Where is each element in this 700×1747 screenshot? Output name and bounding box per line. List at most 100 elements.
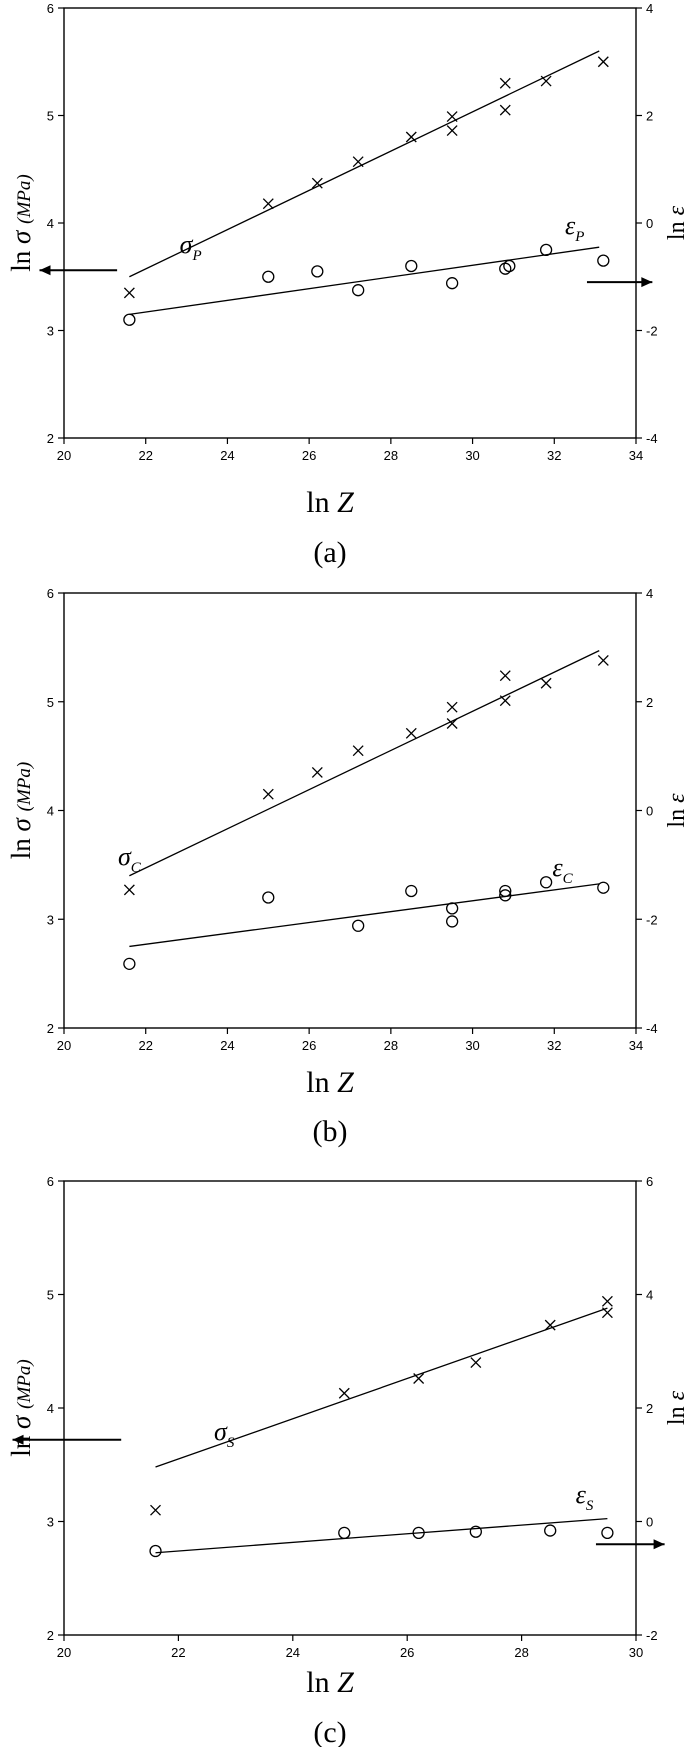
data-point-x-marker: [413, 1373, 425, 1384]
x-tick-label: 20: [57, 1038, 71, 1053]
x-tick-label: 22: [138, 448, 152, 463]
y-right-label-fn: ln: [664, 803, 690, 828]
x-axis-label-fn: ln: [306, 1066, 337, 1099]
y-left-tick-label: 4: [47, 1401, 54, 1416]
data-point-x-marker: [597, 56, 609, 68]
data-point-x-marker: [540, 677, 552, 689]
y-left-tick-label: 5: [47, 1288, 54, 1303]
y-right-label-var: ε: [664, 1390, 690, 1400]
y-right-label-fn: ln: [664, 215, 690, 240]
data-point-circle-marker: [405, 259, 418, 273]
y-left-label-unit: (MPa): [14, 1359, 35, 1409]
data-point-circle-marker: [597, 881, 610, 894]
x-tick-label: 20: [57, 1645, 71, 1660]
data-point-x-marker: [446, 111, 458, 123]
data-point-x-marker: [446, 718, 458, 729]
fit-line: [129, 50, 600, 278]
data-point-circle-marker: [123, 957, 136, 970]
sigma-series-label: σS: [214, 1417, 235, 1451]
y-left-tick-label: 4: [47, 216, 54, 231]
y-left-axis-label: ln σ (MPa): [6, 174, 36, 271]
data-point-x-marker: [499, 670, 511, 682]
data-point-x-marker: [150, 1504, 161, 1516]
series-label-symbol: ε: [552, 853, 563, 882]
y-left-tick-label: 3: [47, 1515, 54, 1530]
data-point-circle-marker: [149, 1544, 162, 1558]
data-point-circle-marker: [338, 1526, 351, 1539]
data-point-circle-marker: [601, 1526, 614, 1539]
y-left-tick-label: 2: [47, 431, 54, 446]
series-strain: [123, 243, 610, 326]
sigma-series-label: σP: [180, 230, 202, 264]
x-tick-label: 34: [629, 448, 643, 463]
y-right-tick-label: -2: [646, 1628, 658, 1643]
marker-stroke: [413, 1373, 425, 1384]
x-tick-label: 26: [400, 1645, 414, 1660]
marker-stroke: [338, 1387, 350, 1399]
y-right-axis-label: ln ε: [664, 205, 690, 240]
series-strain: [149, 1518, 614, 1558]
y-right-tick-label: -2: [646, 324, 658, 339]
marker-stroke: [446, 125, 458, 137]
y-right-tick-label: 6: [646, 1174, 653, 1189]
y-left-label-unit: (MPa): [14, 762, 35, 812]
data-point-circle-marker: [445, 902, 459, 915]
marker-stroke: [311, 766, 323, 778]
x-tick-label: 28: [384, 448, 398, 463]
y-left-label-fn: ln: [6, 831, 36, 859]
marker-stroke: [540, 677, 552, 689]
panel-label: (a): [313, 536, 346, 569]
y-right-tick-label: 4: [646, 1288, 653, 1303]
plot-frame: [63, 592, 637, 1029]
series-stress: [123, 650, 609, 896]
data-point-x-marker: [544, 1319, 556, 1331]
marker-stroke: [262, 198, 274, 210]
x-axis-label-fn: ln: [306, 486, 337, 519]
series-label-subscript: C: [131, 860, 142, 876]
data-point-circle-marker: [445, 277, 459, 290]
x-tick-label: 24: [220, 1038, 234, 1053]
marker-stroke: [601, 1295, 613, 1307]
data-point-x-marker: [352, 156, 364, 168]
y-right-tick-label: -4: [646, 1021, 658, 1036]
data-point-circle-marker: [123, 313, 136, 326]
x-axis-label: ln Z: [306, 1666, 354, 1699]
axis-arrowhead: [641, 277, 653, 288]
data-point-circle-marker: [499, 889, 512, 902]
data-point-circle-marker: [262, 891, 275, 904]
y-left-tick-label: 4: [47, 804, 54, 819]
x-tick-label: 22: [138, 1038, 152, 1053]
y-left-label-var: σ: [6, 1409, 36, 1429]
y-right-axis-label: ln ε: [664, 793, 690, 828]
fit-line: [155, 1307, 608, 1468]
series-stress: [123, 50, 609, 299]
data-point-x-marker: [540, 75, 552, 87]
y-right-tick-label: 2: [646, 1401, 653, 1416]
axis-arrowhead: [39, 265, 51, 276]
data-point-x-marker: [311, 766, 323, 778]
plot-frame: [63, 1180, 637, 1636]
marker-stroke: [499, 670, 511, 682]
data-point-circle-marker: [445, 915, 459, 928]
y-right-tick-label: 2: [646, 109, 653, 124]
panel-label: (b): [313, 1115, 348, 1148]
data-point-x-marker: [499, 695, 511, 707]
data-point-x-marker: [446, 701, 458, 713]
data-point-circle-marker: [412, 1526, 425, 1539]
x-tick-label: 30: [629, 1645, 643, 1660]
y-left-tick-label: 5: [47, 695, 54, 710]
data-point-x-marker: [311, 177, 323, 189]
y-left-tick-label: 3: [47, 324, 54, 339]
series-label-subscript: S: [227, 1435, 235, 1451]
marker-stroke: [544, 1319, 556, 1331]
series-strain: [123, 876, 610, 970]
y-right-tick-label: 2: [646, 695, 653, 710]
x-tick-label: 34: [629, 1038, 643, 1053]
data-point-x-marker: [499, 77, 511, 89]
x-tick-label: 26: [302, 1038, 316, 1053]
plot-frame: [63, 7, 637, 439]
series-stress: [150, 1295, 613, 1516]
y-right-tick-label: 0: [646, 804, 653, 819]
y-right-label-var: ε: [664, 793, 690, 803]
